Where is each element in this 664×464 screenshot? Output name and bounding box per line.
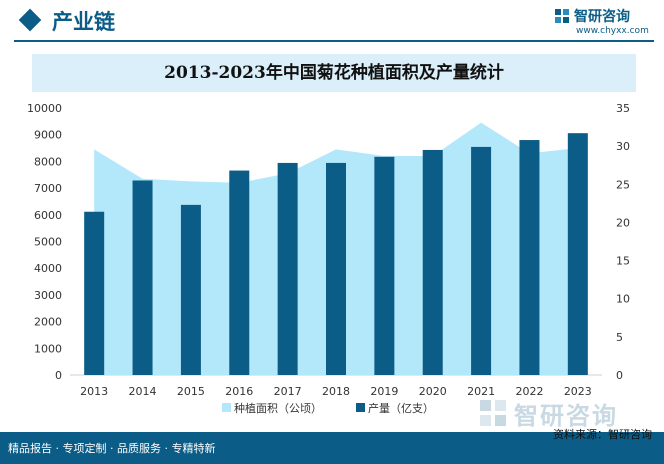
x-tick-label: 2018 (322, 385, 350, 398)
brand-name: 智研咨询 (574, 9, 630, 25)
y-right-tick-label: 25 (616, 178, 630, 191)
y-right-tick-label: 10 (616, 293, 630, 306)
y-left-tick-label: 6000 (34, 209, 62, 222)
footer-bar: 智研咨询 精品报告 · 专项定制 · 品质服务 · 专精特新 (0, 400, 664, 464)
bar-2014 (132, 180, 153, 375)
legend-swatch-area (222, 403, 231, 412)
y-left-tick-label: 1000 (34, 342, 62, 355)
y-right-tick-label: 15 (616, 255, 630, 268)
bar-2018 (326, 162, 346, 375)
y-left-tick-label: 4000 (34, 262, 62, 275)
x-tick-label: 2019 (370, 385, 398, 398)
x-tick-label: 2017 (274, 385, 302, 398)
section-title: 产业链 (52, 10, 115, 34)
bar-2023 (567, 133, 588, 375)
bar-2021 (471, 146, 492, 375)
brand-logo-block: 智研咨询 www.chyxx.com (554, 6, 654, 40)
source-text: 资料来源：智研咨询 (553, 428, 652, 441)
bar-2020 (422, 149, 443, 375)
y-left-tick-label: 9000 (34, 129, 62, 142)
y-left-tick-label: 10000 (27, 102, 62, 115)
bar-2013 (84, 211, 105, 375)
footer-services-text: 精品报告 · 专项定制 · 品质服务 · 专精特新 (8, 442, 216, 455)
y-right-tick-label: 20 (616, 216, 630, 229)
footer-brand-name: 智研咨询 (514, 402, 618, 430)
legend-label-area: 种植面积（公顷） (234, 401, 322, 415)
y-left-tick-label: 7000 (34, 182, 62, 195)
chart: 0100020003000400050006000700080009000100… (27, 102, 630, 415)
chart-title-band: 2013-2023年中国菊花种植面积及产量统计 (32, 54, 636, 92)
x-tick-label: 2015 (177, 385, 205, 398)
footer-logo-icon (480, 400, 506, 426)
x-tick-label: 2022 (515, 385, 543, 398)
x-tick-label: 2023 (564, 385, 592, 398)
legend-label-bar: 产量（亿支） (368, 401, 434, 415)
y-left-tick-label: 2000 (34, 316, 62, 329)
bar-2017 (277, 162, 298, 375)
x-tick-label: 2013 (80, 385, 108, 398)
header-divider (14, 40, 654, 42)
brand-url: www.chyxx.com (576, 26, 649, 36)
legend-swatch-bar (356, 403, 365, 412)
x-tick-label: 2016 (225, 385, 253, 398)
y-left-tick-label: 3000 (34, 289, 62, 302)
y-left-tick-label: 8000 (34, 155, 62, 168)
y-right-tick-label: 30 (616, 140, 630, 153)
header: 产业链 智研咨询 www.chyxx.com (0, 0, 664, 44)
x-tick-label: 2020 (419, 385, 447, 398)
bar-2015 (180, 204, 201, 375)
x-tick-label: 2014 (129, 385, 157, 398)
footer-brand: 智研咨询 (478, 398, 658, 430)
brand-logo-icon (555, 9, 569, 23)
bar-2022 (519, 140, 540, 375)
y-right-tick-label: 5 (616, 331, 623, 344)
diamond-icon (18, 8, 42, 32)
bar-2016 (229, 170, 250, 375)
y-left-tick-label: 5000 (34, 236, 62, 249)
y-right-tick-label: 0 (616, 369, 623, 382)
y-left-tick-label: 0 (55, 369, 62, 382)
bar-2019 (374, 156, 395, 375)
x-tick-label: 2021 (467, 385, 495, 398)
chart-title: 2013-2023年中国菊花种植面积及产量统计 (164, 63, 504, 83)
y-right-tick-label: 35 (616, 102, 630, 115)
